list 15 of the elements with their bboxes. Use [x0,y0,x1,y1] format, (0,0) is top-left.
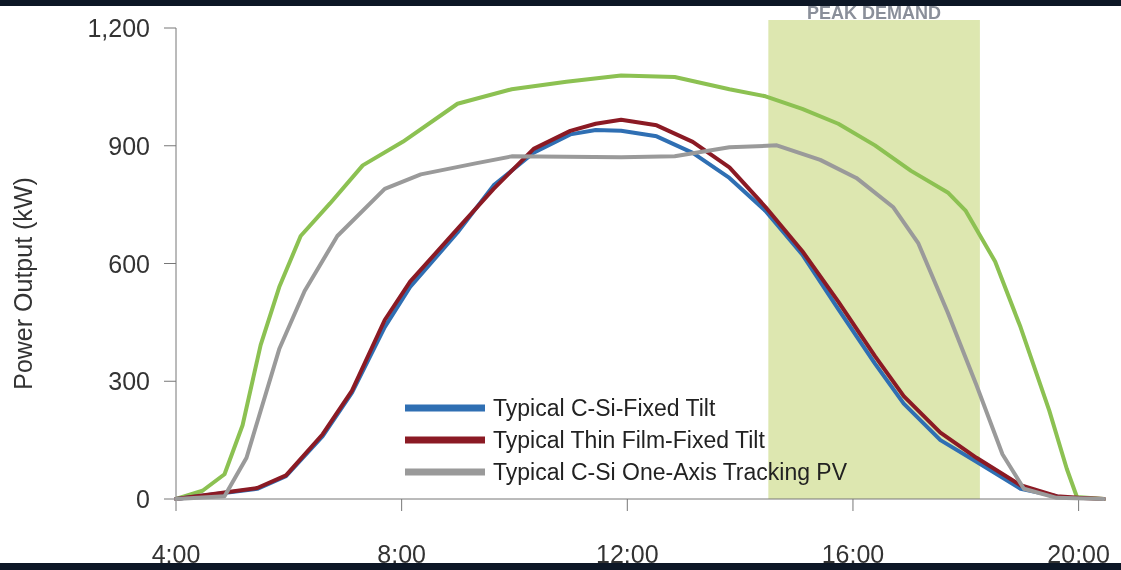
y-tick-label: 300 [108,367,150,396]
x-tick-label: 16:00 [821,540,885,568]
legend-label: Typical C-Si-Fixed Tilt [493,395,716,421]
x-tick-label: 8:00 [377,540,426,568]
x-tick-label: 12:00 [596,540,659,568]
y-tick-label: 0 [136,485,150,513]
band-label: PEAK DEMAND [807,3,942,23]
legend-label: Typical Thin Film-Fixed Tilt [493,427,766,453]
y-axis-title: Power Output (kW) [9,177,37,390]
x-tick-label: 20:00 [1047,540,1110,568]
y-tick-label: 1,200 [87,14,150,42]
legend-label: Typical C-Si One-Axis Tracking PV [493,459,848,485]
y-tick-label: 600 [108,249,150,278]
y-tick-label: 900 [108,131,150,160]
x-tick-label: 4:00 [151,540,201,568]
